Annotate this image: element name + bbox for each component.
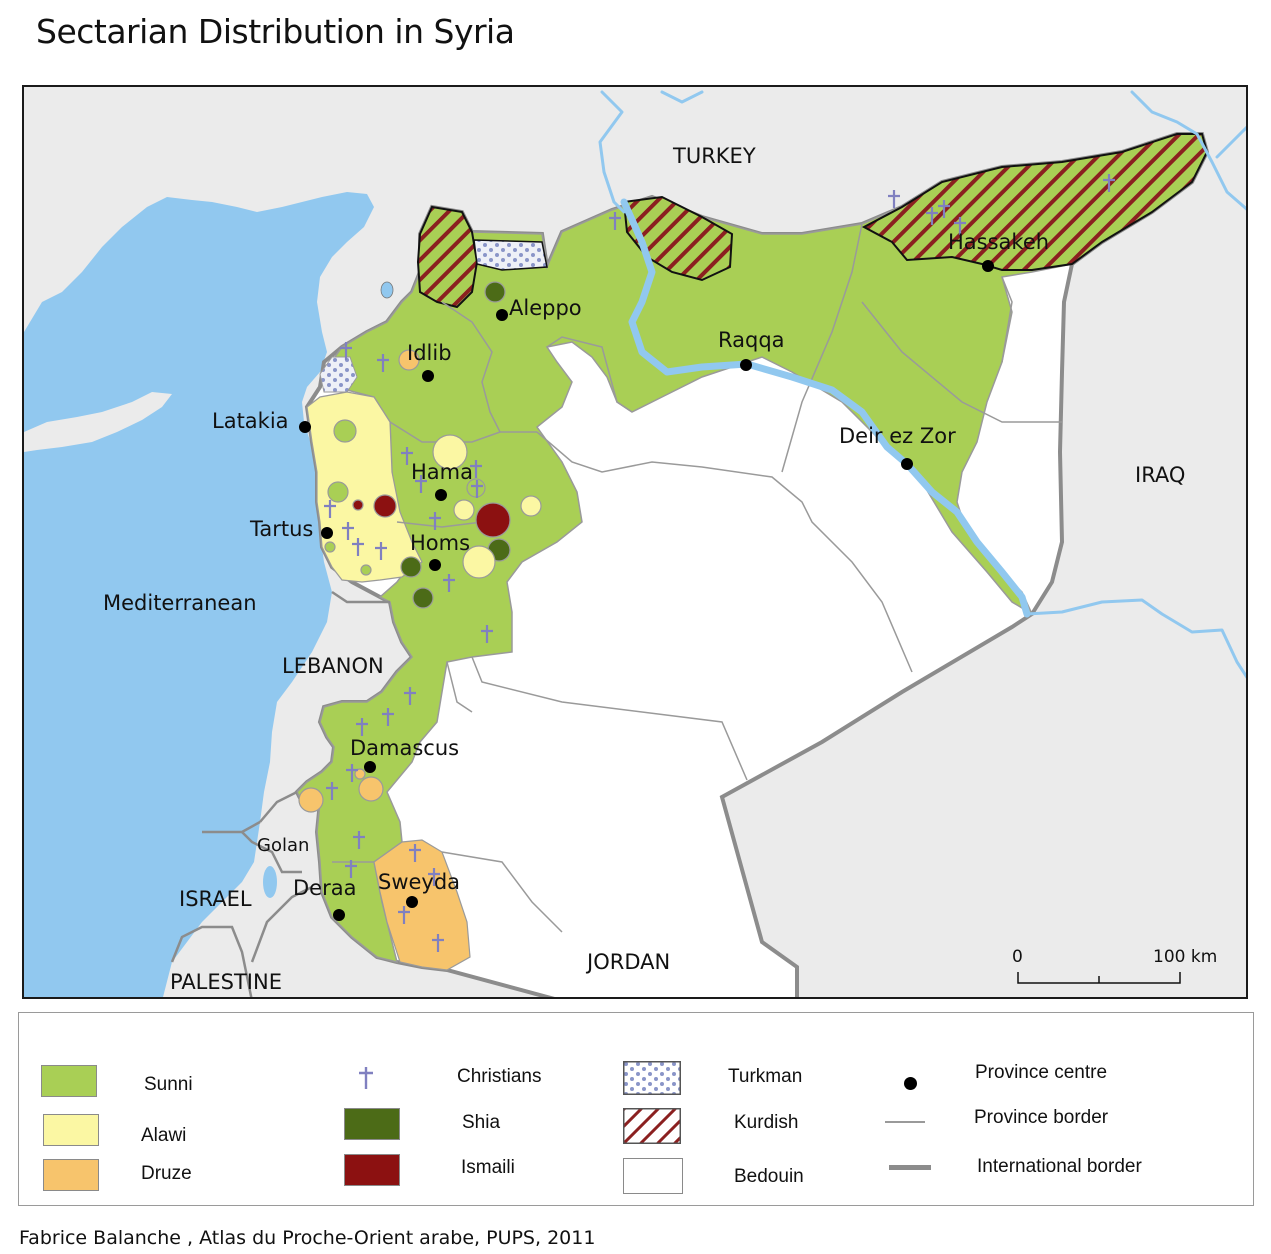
sect-circles [298,281,542,813]
lake-homs [380,281,394,299]
christian-crosses [324,174,1115,952]
province-centres [299,260,994,921]
label-iraq: IRAQ [1135,463,1185,487]
legend-label-christians: Christians [457,1066,542,1087]
label-idlib: Idlib [407,341,452,365]
label-hama: Hama [411,460,473,484]
turkman-bayirbucak [319,356,358,393]
legend-label-ismaili: Ismaili [461,1157,515,1178]
legend-label-province-centre: Province centre [975,1062,1108,1083]
label-deir-ez-zor: Deir ez Zor [839,424,956,448]
cyprus-island [24,392,172,452]
label-lebanon: LEBANON [282,654,384,678]
label-israel: ISRAEL [179,887,252,911]
scale-start: 0 [1012,947,1023,967]
map-title: Sectarian Distribution in Syria [36,12,515,51]
legend-label-bedouin: Bedouin [734,1166,804,1187]
legend-international-border-line [889,1165,931,1170]
druze-area [373,839,471,971]
source-credit: Fabrice Balanche , Atlas du Proche-Orien… [19,1227,596,1249]
mediterranean-sea [24,192,374,997]
legend-province-border-line [885,1121,925,1123]
neighbor-borders [170,590,390,997]
label-latakia: Latakia [212,409,289,433]
label-deraa: Deraa [293,876,356,900]
legend-swatch-bedouin [623,1158,683,1194]
syria-map: TURKEY IRAQ JORDAN LEBANON ISRAEL PALEST… [24,87,1246,997]
legend-swatch-druze [43,1159,99,1191]
label-golan: Golan [257,835,309,856]
scale-bar: 0 100 km [1012,947,1217,984]
label-sweyda: Sweyda [378,870,460,894]
rivers [598,90,1246,679]
label-palestine: PALESTINE [170,970,282,994]
legend-label-turkman: Turkman [728,1066,803,1087]
label-hassakeh: Hassakeh [948,230,1049,254]
legend-swatch-alawi [43,1114,99,1146]
legend-swatch-sunni [41,1065,97,1097]
label-homs: Homs [410,531,470,555]
kurdish-afrin [416,205,479,309]
legend-swatch-shia [344,1108,400,1140]
label-jordan: JORDAN [585,950,670,974]
legend-label-shia: Shia [462,1112,501,1133]
map-frame: TURKEY IRAQ JORDAN LEBANON ISRAEL PALEST… [22,85,1248,999]
turkman-azaz [473,239,548,271]
legend-label-sunni: Sunni [144,1074,193,1095]
legend-label-druze: Druze [141,1163,192,1184]
label-raqqa: Raqqa [718,328,785,352]
legend-swatch-ismaili [344,1154,400,1186]
label-mediterranean: Mediterranean [103,591,257,615]
label-aleppo: Aleppo [509,296,582,320]
legend-label-kurdish: Kurdish [734,1112,799,1133]
legend-label-international-border: International border [977,1156,1142,1177]
label-damascus: Damascus [350,736,459,760]
label-tartus: Tartus [249,517,313,541]
label-turkey: TURKEY [672,144,756,168]
legend-swatch-kurdish [623,1108,681,1144]
legend-label-province-border: Province border [974,1107,1109,1128]
legend-swatch-turkman [623,1061,681,1095]
scale-end: 100 km [1153,947,1217,967]
legend: Sunni Alawi Druze Christians Shia Ismail… [18,1012,1254,1206]
kurdish-jazira [861,133,1209,271]
legend-cross-icon [359,1067,373,1089]
legend-province-centre-icon [904,1077,917,1090]
legend-label-alawi: Alawi [141,1125,187,1146]
lake-tiberias [263,866,277,898]
alawi-area [306,391,423,583]
